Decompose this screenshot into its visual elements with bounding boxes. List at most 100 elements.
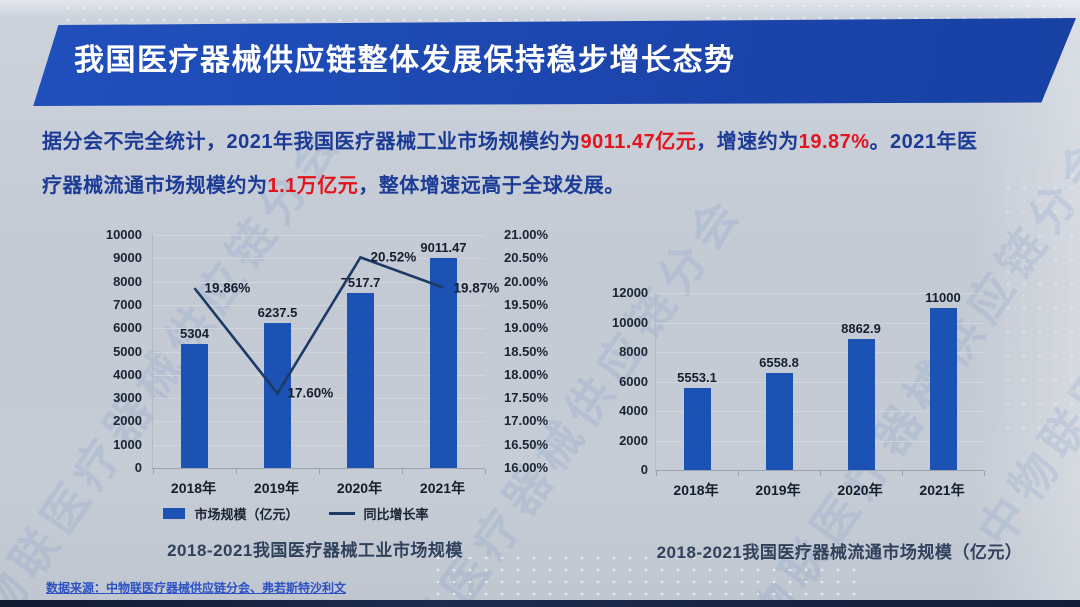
gridline [656, 381, 984, 383]
gridline [656, 322, 984, 324]
slide-title: 我国医疗器械供应链整体发展保持稳步增长态势 [74, 44, 736, 77]
y-axis-label: 2000 [619, 432, 648, 448]
gridline [153, 235, 485, 236]
highlight-value: 9011.47亿元 [580, 131, 697, 153]
axis-tick [984, 471, 985, 476]
gridline [153, 328, 485, 330]
gridline [153, 444, 485, 446]
axis-tick [738, 471, 739, 476]
gridline [153, 351, 485, 353]
bar-value-label: 7517.7 [340, 274, 381, 290]
distribution-market-chart: 5553.1 6558.8 8862.9 11000 12000 10000 8000 60… [612, 285, 1074, 500]
gridline [153, 398, 485, 400]
y-axis-label: 6000 [113, 320, 142, 336]
y-axis-label: 9000 [113, 250, 142, 266]
x-axis-label: 2021年 [419, 480, 466, 496]
axis-tick [902, 471, 903, 476]
gridline [656, 293, 984, 294]
gridline [153, 421, 485, 423]
y-axis-label: 4000 [619, 403, 648, 418]
bar [765, 373, 793, 470]
y-axis-label: 8000 [113, 273, 142, 289]
y-axis-label: 21.00% [504, 227, 549, 242]
industrial-market-chart: 5304 6237.5 7517.7 9011.47 19.86% 17.60% 20.52… [92, 227, 574, 496]
bar-series-swatch [163, 508, 186, 519]
gridline [656, 352, 984, 353]
axis-tick [402, 469, 403, 474]
y-axis-label: 0 [134, 460, 142, 475]
y-axis-label: 19.50% [504, 296, 549, 312]
line-point-label: 17.60% [287, 385, 334, 401]
intro-line-2: 疗器械流通市场规模约为1.1万亿元，整体增速远高于全球发展。 [42, 164, 1052, 208]
axis-tick [236, 469, 237, 474]
x-axis-label: 2021年 [919, 482, 965, 498]
gridline [153, 374, 485, 376]
bar-value-label: 9011.47 [420, 240, 467, 256]
x-axis-label: 2019年 [755, 482, 801, 498]
axis-tick [656, 471, 657, 476]
growth-rate-line [193, 255, 444, 396]
bar [683, 388, 711, 470]
y-axis-label: 16.50% [504, 436, 549, 452]
highlight-value: 19.87% [798, 131, 870, 153]
intro-text: ，增速约为 [696, 131, 799, 153]
intro-text: 。2021年医 [869, 131, 978, 153]
intro-text: 据分会不完全统计，2021年我国医疗器械工业市场规模约为 [42, 131, 581, 153]
line-point-label: 19.86% [204, 280, 251, 296]
intro-text: 疗器械流通市场规模约为 [42, 175, 268, 197]
chart-title: 2018-2021我国医疗器械流通市场规模（亿元） [656, 543, 1023, 562]
x-axis-label: 2018年 [673, 482, 719, 498]
y-axis-label: 4000 [113, 366, 142, 382]
data-source: 数据来源：中物联医疗器械供应链分会、弗若斯特沙利文 [46, 581, 347, 595]
gridline [153, 304, 485, 306]
y-axis-label: 16.00% [504, 460, 549, 475]
axis-tick [820, 471, 821, 476]
y-axis-label: 20.00% [504, 273, 549, 289]
axis-tick [485, 469, 486, 474]
bar [181, 344, 208, 468]
y-axis-label: 7000 [113, 296, 142, 312]
bar [929, 307, 957, 470]
x-axis-label: 2019年 [253, 480, 300, 496]
gridline [656, 440, 984, 442]
plot-area: 5304 6237.5 7517.7 9011.47 19.86% 17.60% 20.52… [152, 235, 499, 474]
axis-tick [153, 469, 154, 474]
line-series-label: 同比增长率 [363, 507, 429, 522]
bar-value-label: 6558.8 [759, 355, 799, 371]
bottom-strip [0, 600, 1080, 607]
bar-value-label: 11000 [925, 289, 961, 305]
title-banner: 我国医疗器械供应链整体发展保持稳步增长态势 [33, 18, 1076, 106]
x-axis-label: 2020年 [336, 480, 383, 496]
intro-paragraph: 据分会不完全统计，2021年我国医疗器械工业市场规模约为9011.47亿元，增速… [42, 120, 1052, 208]
y-axis-label: 3000 [113, 390, 142, 406]
y-axis-label: 1000 [113, 436, 142, 452]
axis-tick [319, 469, 320, 474]
bar-value-label: 5304 [180, 326, 209, 342]
line-series-swatch [328, 512, 355, 515]
bar-value-label: 6237.5 [257, 304, 298, 320]
bar [347, 292, 374, 468]
y-axis-label: 18.00% [504, 366, 549, 382]
y-axis-label: 20.50% [504, 250, 549, 266]
gridline [153, 281, 485, 283]
intro-text: ，整体增速远高于全球发展。 [358, 175, 625, 197]
chart-title: 2018-2021我国医疗器械工业市场规模 [167, 541, 463, 560]
bar-series-label: 市场规模（亿元） [194, 507, 299, 522]
y-axis-label: 6000 [619, 373, 648, 389]
y-axis-label: 5000 [113, 343, 142, 359]
bar-value-label: 5553.1 [677, 370, 717, 386]
x-axis-label: 2018年 [170, 480, 217, 496]
gridline [153, 258, 485, 260]
y-axis-label: 10000 [612, 314, 649, 330]
y-axis-label: 19.00% [504, 320, 549, 336]
bar [430, 258, 457, 468]
bar [847, 339, 875, 470]
gridline [656, 411, 984, 412]
y-axis-label: 17.00% [504, 413, 549, 429]
highlight-value: 1.1万亿元 [267, 175, 359, 197]
y-axis-label: 17.50% [504, 390, 549, 406]
bar-value-label: 8862.9 [841, 321, 881, 337]
y-axis-label: 8000 [619, 344, 648, 359]
line-point-label: 19.87% [453, 280, 500, 296]
